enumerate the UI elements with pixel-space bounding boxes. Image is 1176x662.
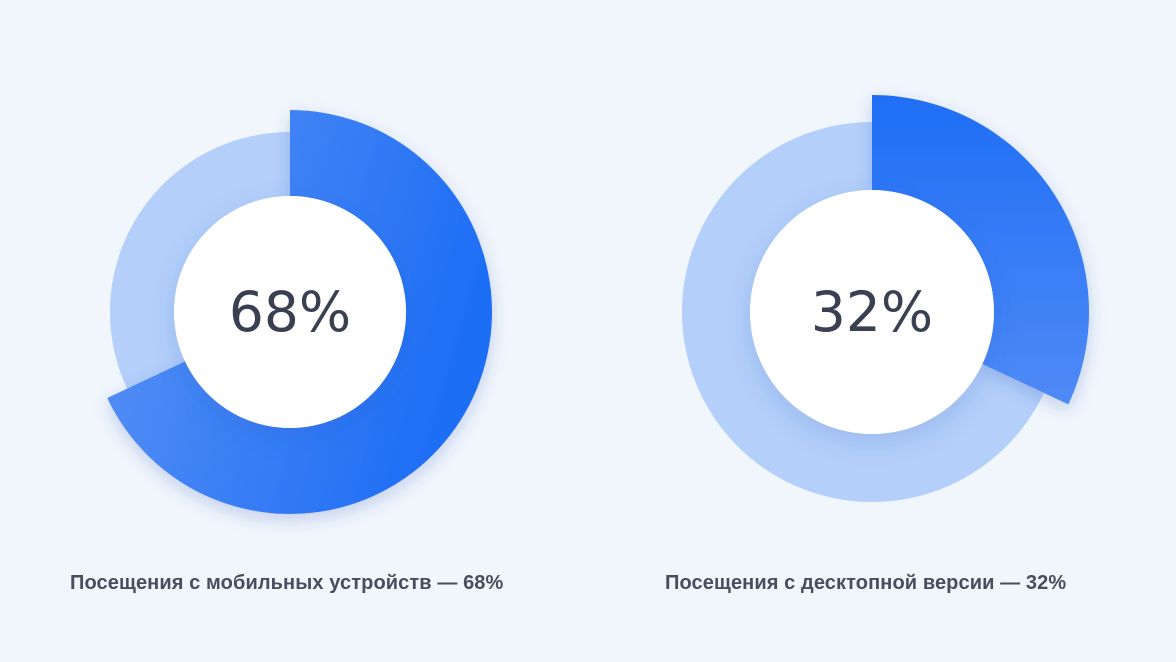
- donut-center: [750, 190, 994, 434]
- donut-center-value: 32%: [811, 280, 933, 344]
- donut-center: [174, 196, 406, 428]
- donut-highlight-slice: [107, 110, 492, 514]
- donut-track-slice: [109, 132, 291, 389]
- chart-caption-mobile: Посещения с мобильных устройств — 68%: [70, 572, 504, 594]
- donut-track-slice: [682, 122, 1044, 502]
- donut-chart-mobile: 68%: [107, 110, 492, 514]
- donut-center-value: 68%: [229, 280, 351, 344]
- chart-caption-desktop: Посещения с десктопной версии — 32%: [665, 572, 1067, 594]
- donut-highlight-slice: [872, 95, 1089, 405]
- donut-chart-desktop: 32%: [682, 95, 1089, 502]
